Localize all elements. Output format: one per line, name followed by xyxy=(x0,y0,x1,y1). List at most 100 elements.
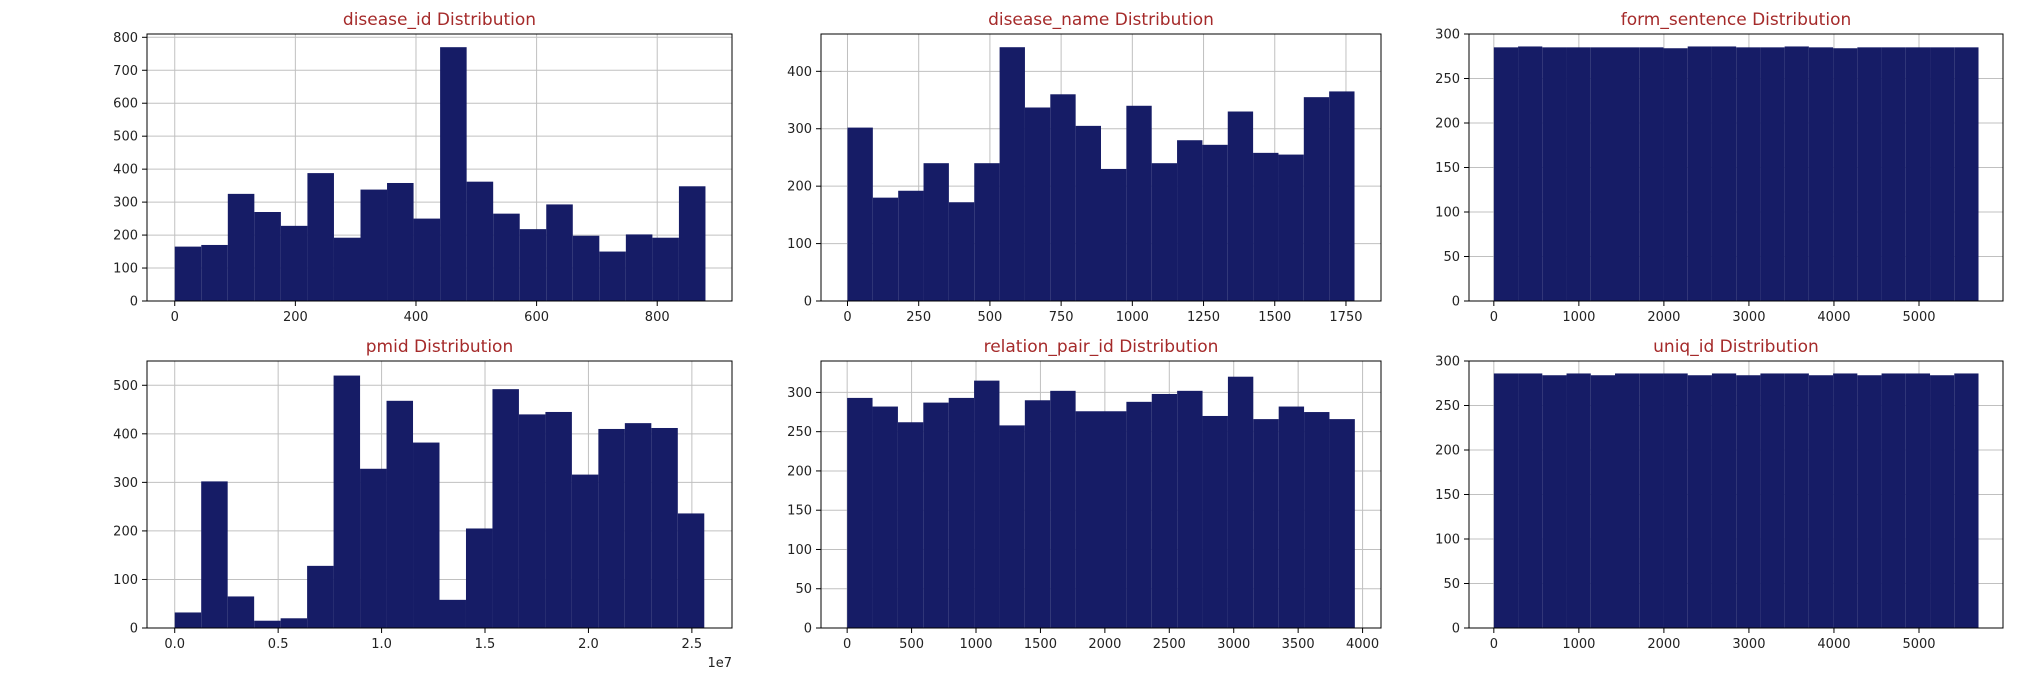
x-tick-label: 5000 xyxy=(1902,637,1935,652)
histogram-bar xyxy=(678,186,706,301)
y-tick-label: 50 xyxy=(1443,250,1460,265)
x-tick-label: 400 xyxy=(404,310,429,325)
x-tick-label: 4000 xyxy=(1817,310,1850,325)
x-tick-label: 0 xyxy=(1490,637,1498,652)
histogram-panel: 0 1000 2000 3000 4000 5000 0 50 100 150 200 250 300 u… xyxy=(1435,337,2004,652)
histogram-bar xyxy=(923,163,949,301)
histogram-bar xyxy=(999,47,1025,301)
histogram-bar xyxy=(1663,373,1688,628)
histogram-bar xyxy=(1303,97,1330,302)
x-tick-label: 2000 xyxy=(1647,310,1680,325)
histogram-bar xyxy=(1590,47,1615,301)
x-tick-label: 3000 xyxy=(1217,637,1250,652)
histogram-bar xyxy=(201,481,228,628)
axes-frame xyxy=(146,33,733,302)
chart-title: relation_pair_id Distribution xyxy=(984,337,1219,357)
histogram-bar xyxy=(872,406,898,628)
y-tick-label: 400 xyxy=(113,427,138,442)
histogram-panel: 0 500 1000 1500 2000 2500 3000 3500 4000 0 50 100 15… xyxy=(787,337,1382,652)
histogram-bar xyxy=(439,599,466,628)
histogram-bar xyxy=(1760,373,1785,628)
chart-title: disease_name Distribution xyxy=(988,10,1214,30)
x-tick-label: 2.0 xyxy=(578,637,599,652)
axis-offset-label: 1e7 xyxy=(707,656,732,671)
histogram-bar xyxy=(493,213,520,301)
y-tick-label: 300 xyxy=(113,476,138,491)
x-tick-label: 2500 xyxy=(1153,637,1186,652)
y-tick-label: 500 xyxy=(113,379,138,394)
histogram-bar xyxy=(1833,373,1858,628)
x-tick-label: 1000 xyxy=(959,637,992,652)
y-tick-label: 200 xyxy=(787,464,812,479)
histogram-bar xyxy=(386,400,414,628)
histogram-bar xyxy=(599,251,626,301)
y-tick-label: 0 xyxy=(1452,622,1460,637)
histogram-panel: 0 250 500 750 1000 1250 1500 1750 0 100 200 300 400 d… xyxy=(787,10,1382,325)
x-tick-label: 3000 xyxy=(1732,637,1765,652)
histogram-bar xyxy=(1639,373,1664,628)
x-tick-label: 250 xyxy=(906,310,931,325)
axes-frame xyxy=(146,360,733,629)
histogram-bar xyxy=(1954,47,1979,301)
x-tick-label: 0 xyxy=(843,637,851,652)
histogram-bar xyxy=(974,163,1000,301)
histogram-bar xyxy=(1784,373,1809,628)
histogram-bar xyxy=(948,397,975,628)
histogram-bar xyxy=(1151,163,1178,301)
histogram-bar xyxy=(254,620,281,628)
y-tick-label: 600 xyxy=(113,97,138,112)
histogram-bar xyxy=(1930,375,1955,628)
x-tick-label: 3500 xyxy=(1282,637,1315,652)
histogram-bar xyxy=(948,202,975,301)
x-tick-label: 200 xyxy=(283,310,308,325)
histogram-bar xyxy=(174,612,202,628)
histogram-bar xyxy=(1024,107,1051,302)
histogram-bar xyxy=(1177,390,1203,628)
histogram-bar xyxy=(465,528,493,628)
y-tick-label: 100 xyxy=(787,543,812,558)
x-tick-label: 0.0 xyxy=(164,637,185,652)
histogram-bar xyxy=(1329,419,1355,628)
histogram-bar xyxy=(598,428,625,628)
y-tick-label: 200 xyxy=(1435,117,1460,132)
histogram-bar xyxy=(847,127,873,301)
x-tick-label: 2000 xyxy=(1088,637,1121,652)
histogram-bar xyxy=(999,425,1025,628)
histogram-bar xyxy=(1202,144,1228,301)
y-tick-label: 100 xyxy=(1435,206,1460,221)
histogram-bar xyxy=(571,474,599,628)
histogram-bar xyxy=(413,218,441,301)
histogram-bar xyxy=(1126,401,1152,628)
histogram-bar xyxy=(174,246,202,301)
y-tick-label: 300 xyxy=(1435,355,1460,370)
x-tick-label: 1000 xyxy=(1562,637,1595,652)
histogram-bar xyxy=(1663,48,1688,301)
x-tick-label: 1000 xyxy=(1562,310,1595,325)
histogram-bar xyxy=(1808,47,1834,301)
histogram-bar xyxy=(1881,47,1906,301)
histogram-bar xyxy=(227,596,255,628)
histogram-bar xyxy=(280,225,308,301)
histogram-bar xyxy=(1614,47,1640,301)
histogram-bar xyxy=(1542,375,1567,628)
histogram-bar xyxy=(872,197,899,301)
x-tick-label: 1.0 xyxy=(371,637,392,652)
x-tick-label: 1000 xyxy=(1116,310,1149,325)
histogram-bar xyxy=(1905,373,1931,628)
histogram-bar xyxy=(227,193,255,301)
histogram-bar xyxy=(624,423,652,628)
histogram-bar xyxy=(1857,375,1882,628)
y-tick-label: 500 xyxy=(113,130,138,145)
histogram-bar xyxy=(1227,376,1254,628)
histogram-bar xyxy=(1253,419,1279,628)
histogram-bar xyxy=(333,375,361,628)
histogram-bar xyxy=(1151,393,1178,628)
histogram-bar xyxy=(1024,400,1051,628)
histogram-bar xyxy=(1614,373,1640,628)
y-tick-label: 150 xyxy=(1435,161,1460,176)
y-tick-label: 700 xyxy=(113,64,138,79)
histogram-bar xyxy=(677,513,705,628)
histogram-bar xyxy=(307,173,334,301)
histogram-bar xyxy=(1711,46,1737,302)
